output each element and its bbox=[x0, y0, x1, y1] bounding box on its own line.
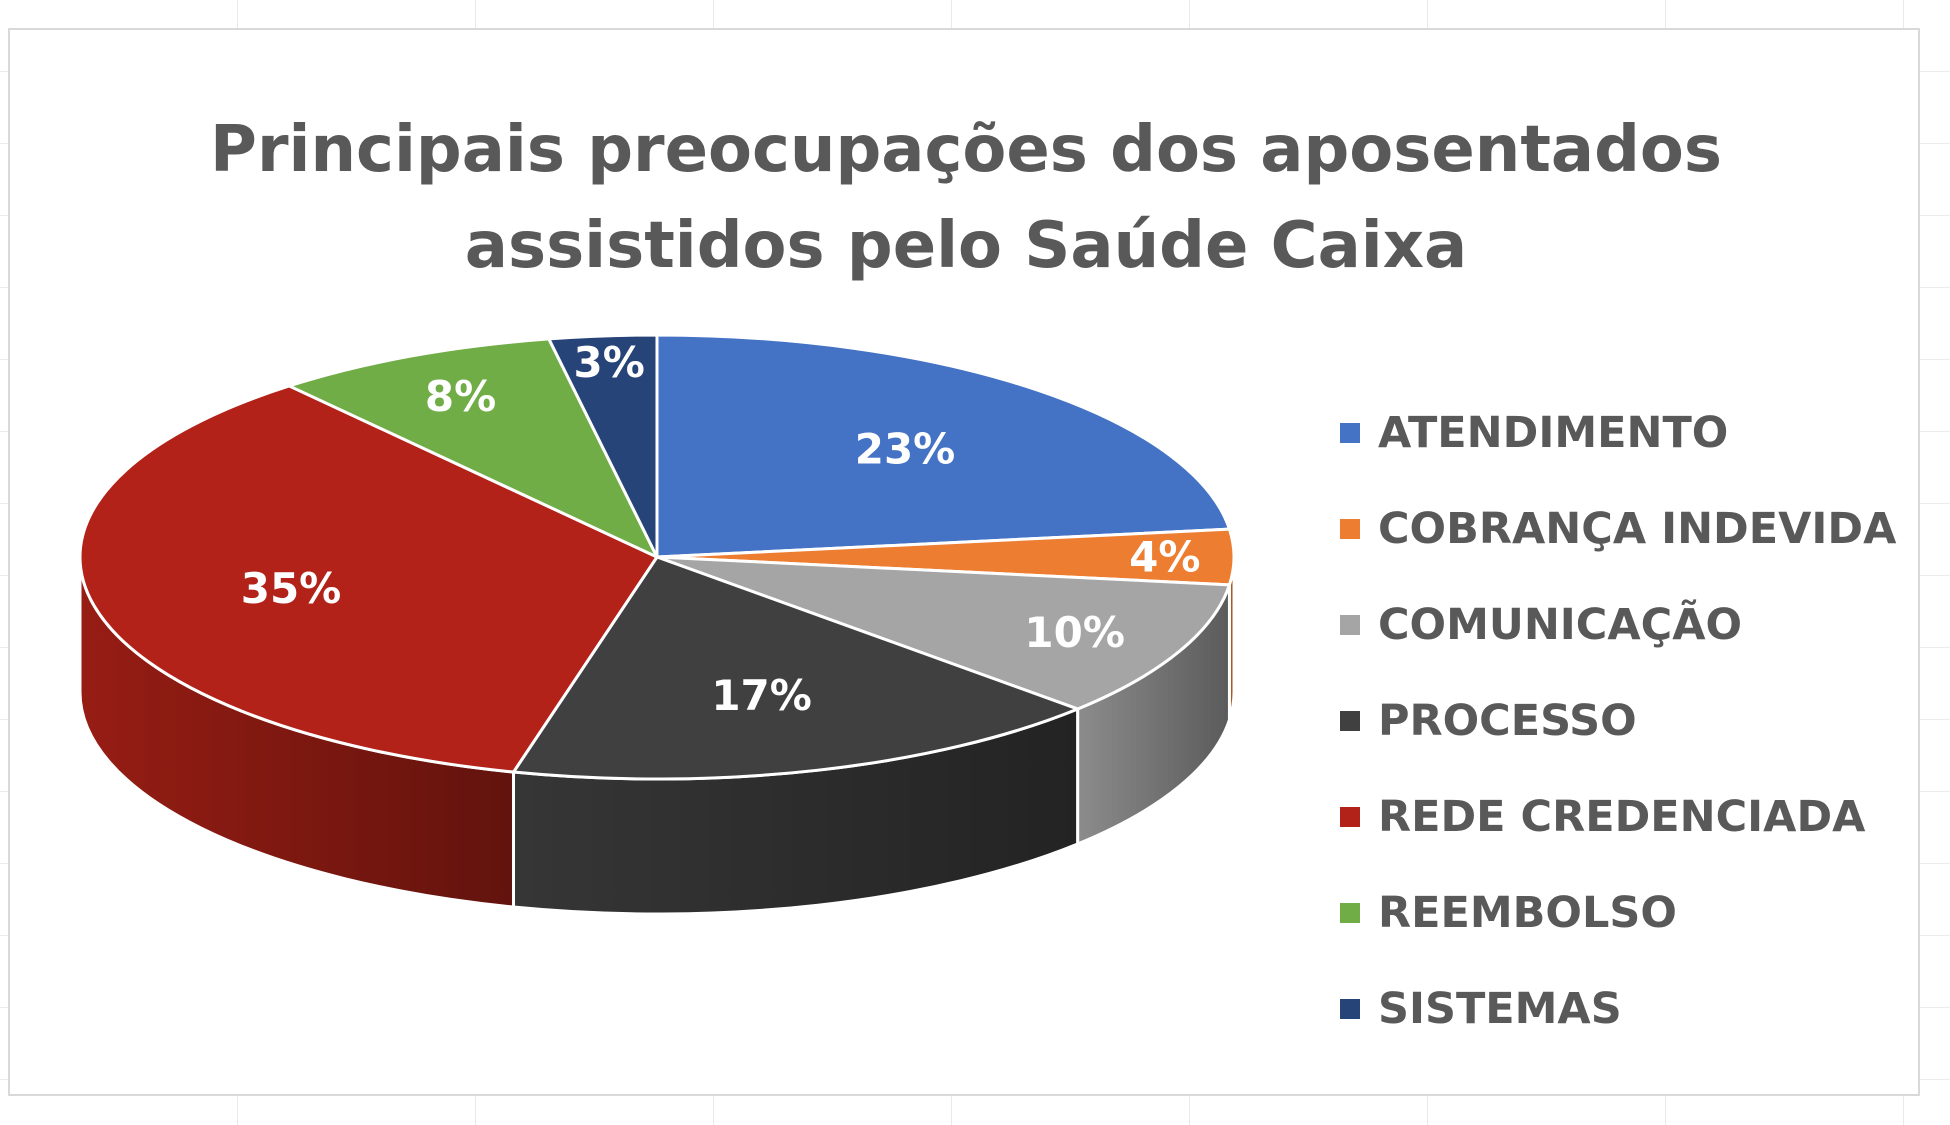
legend-label: PROCESSO bbox=[1378, 696, 1637, 746]
legend-swatch bbox=[1340, 999, 1360, 1019]
chart-title: Principais preocupações dos aposentados … bbox=[10, 102, 1922, 294]
pie-slice-comunicacao[interactable] bbox=[655, 555, 1231, 711]
pie-top-faces bbox=[78, 333, 1236, 781]
data-label-reembolso: 8% bbox=[425, 372, 496, 421]
pie-chart: 23% 4%10% 17% 35% 8% 3% bbox=[78, 333, 1236, 916]
pie-slice-atendimento[interactable] bbox=[655, 333, 1231, 559]
pie-slice-sistemas[interactable] bbox=[547, 333, 659, 559]
legend-item-cobranca-indevida[interactable]: COBRANÇA INDEVIDA bbox=[1340, 481, 1896, 577]
pie-slice-rede-credenciada[interactable] bbox=[78, 384, 659, 774]
legend-label: REDE CREDENCIADA bbox=[1378, 792, 1866, 842]
pie-data-labels: 23% 4%10% 17% 35% 8% 3% bbox=[241, 338, 1201, 720]
legend-item-rede-credenciada[interactable]: REDE CREDENCIADA bbox=[1340, 769, 1896, 865]
chart-title-line-1: Principais preocupações dos aposentados bbox=[210, 113, 1722, 187]
chart-title-line-2: assistidos pelo Saúde Caixa bbox=[464, 209, 1468, 283]
chart-legend: ATENDIMENTO COBRANÇA INDEVIDA COMUNICAÇÃO P… bbox=[1340, 385, 1896, 1057]
pie-slice-reembolso[interactable] bbox=[287, 337, 659, 559]
legend-swatch bbox=[1340, 423, 1360, 443]
legend-swatch bbox=[1340, 615, 1360, 635]
legend-item-sistemas[interactable]: SISTEMAS bbox=[1340, 961, 1896, 1057]
data-label-atendimento: 23% bbox=[855, 424, 956, 473]
legend-item-comunicacao[interactable]: COMUNICAÇÃO bbox=[1340, 577, 1896, 673]
data-label-rede-credenciada: 35% bbox=[241, 564, 342, 613]
data-label-processo: 17% bbox=[711, 671, 812, 720]
legend-label: COBRANÇA INDEVIDA bbox=[1378, 504, 1897, 554]
legend-label: COMUNICAÇÃO bbox=[1378, 600, 1743, 650]
data-label-comunicacao: 10% bbox=[1024, 608, 1125, 657]
legend-item-atendimento[interactable]: ATENDIMENTO bbox=[1340, 385, 1896, 481]
legend-swatch bbox=[1340, 807, 1360, 827]
legend-swatch bbox=[1340, 519, 1360, 539]
legend-swatch bbox=[1340, 711, 1360, 731]
legend-label: ATENDIMENTO bbox=[1378, 408, 1729, 458]
legend-swatch bbox=[1340, 903, 1360, 923]
legend-label: REEMBOLSO bbox=[1378, 888, 1677, 938]
legend-item-reembolso[interactable]: REEMBOLSO bbox=[1340, 865, 1896, 961]
chart-area[interactable]: Principais preocupações dos aposentados … bbox=[8, 28, 1920, 1096]
data-label-sistemas: 3% bbox=[574, 338, 645, 387]
legend-label: SISTEMAS bbox=[1378, 984, 1622, 1034]
data-label-cobranca-indevida: 4% bbox=[1129, 533, 1200, 582]
pie-slice-processo[interactable] bbox=[512, 555, 1080, 781]
legend-item-processo[interactable]: PROCESSO bbox=[1340, 673, 1896, 769]
